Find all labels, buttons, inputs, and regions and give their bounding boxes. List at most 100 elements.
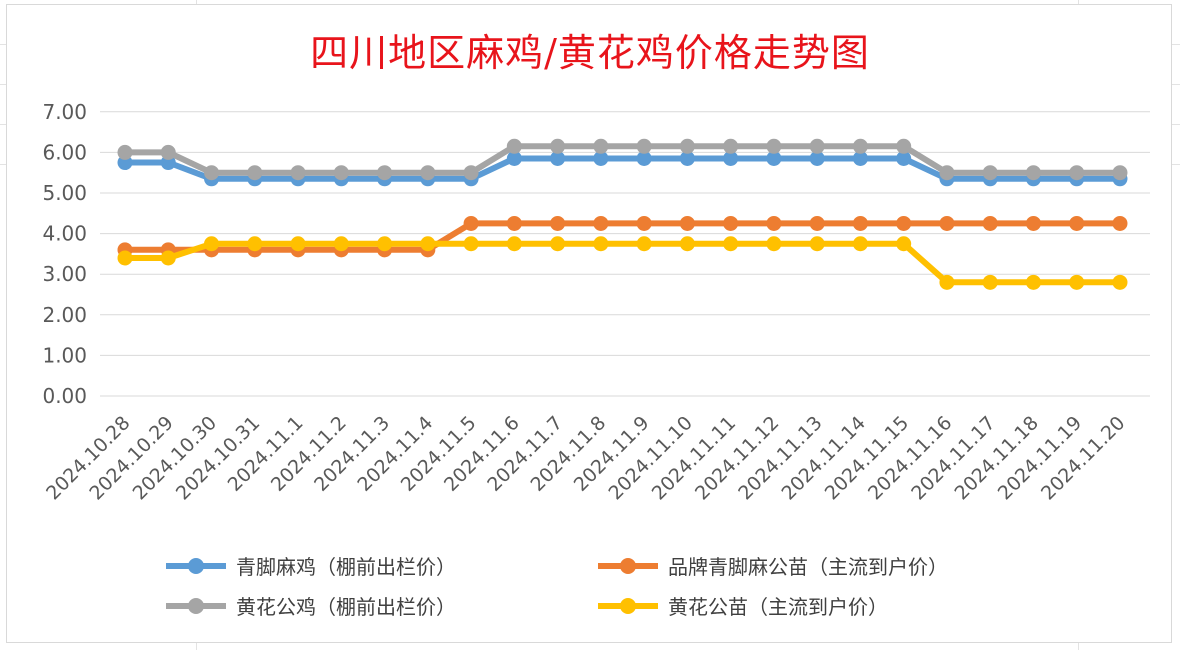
data-point[interactable] [593,236,609,252]
data-point[interactable] [982,165,998,181]
data-point[interactable] [1112,274,1128,290]
data-point[interactable] [852,236,868,252]
y-tick-label: 3.00 [42,262,87,286]
data-point[interactable] [896,138,912,154]
data-point[interactable] [939,215,955,231]
data-point[interactable] [117,144,133,160]
legend-item[interactable]: 黄花公苗（主流到户价） [596,591,888,620]
data-point[interactable] [852,150,868,166]
data-point[interactable] [463,236,479,252]
data-point[interactable] [982,215,998,231]
data-point[interactable] [593,138,609,154]
data-point[interactable] [679,215,695,231]
data-point[interactable] [939,274,955,290]
legend-swatch [598,557,658,574]
data-point[interactable] [247,236,263,252]
data-point[interactable] [160,144,176,160]
data-point[interactable] [420,165,436,181]
legend-swatch [166,597,226,614]
data-point[interactable] [204,165,220,181]
data-point[interactable] [636,236,652,252]
data-point[interactable] [636,138,652,154]
data-point[interactable] [550,236,566,252]
data-point[interactable] [506,215,522,231]
y-tick-label: 7.00 [42,100,87,124]
data-point[interactable] [679,138,695,154]
data-point[interactable] [723,215,739,231]
data-point[interactable] [766,215,782,231]
data-point[interactable] [506,138,522,154]
data-point[interactable] [593,150,609,166]
y-tick-label: 5.00 [42,181,87,205]
data-point[interactable] [1069,274,1085,290]
legend-label: 青脚麻鸡（棚前出栏价） [236,555,456,579]
data-point[interactable] [636,150,652,166]
legend-marker [188,557,204,574]
legend-item[interactable]: 黄花公鸡（棚前出栏价） [164,591,456,620]
data-point[interactable] [550,138,566,154]
data-point[interactable] [679,236,695,252]
data-point[interactable] [852,138,868,154]
legend-item[interactable]: 青脚麻鸡（棚前出栏价） [164,551,456,580]
legend-marker [620,597,636,614]
data-point[interactable] [896,150,912,166]
data-point[interactable] [1069,215,1085,231]
data-point[interactable] [333,236,349,252]
data-point[interactable] [679,150,695,166]
data-point[interactable] [723,236,739,252]
data-point[interactable] [809,138,825,154]
data-point[interactable] [506,150,522,166]
legend-label: 品牌青脚麻公苗（主流到户价） [668,555,948,579]
data-point[interactable] [636,215,652,231]
data-point[interactable] [593,215,609,231]
data-point[interactable] [766,138,782,154]
data-point[interactable] [766,150,782,166]
data-point[interactable] [420,236,436,252]
data-point[interactable] [809,236,825,252]
data-point[interactable] [809,215,825,231]
data-point[interactable] [809,150,825,166]
data-point[interactable] [896,236,912,252]
data-point[interactable] [723,150,739,166]
data-point[interactable] [982,274,998,290]
data-point[interactable] [1025,274,1041,290]
legend-swatch [598,597,658,614]
data-point[interactable] [723,138,739,154]
data-point[interactable] [1025,165,1041,181]
data-point[interactable] [506,236,522,252]
data-point[interactable] [550,215,566,231]
data-point[interactable] [1025,215,1041,231]
chart-title: 四川地区麻鸡/黄花鸡价格走势图 [310,31,870,75]
data-point[interactable] [550,150,566,166]
legend-marker [620,557,636,574]
y-tick-label: 4.00 [42,222,87,246]
data-point[interactable] [1112,215,1128,231]
data-point[interactable] [160,250,176,266]
data-point[interactable] [852,215,868,231]
data-point[interactable] [939,165,955,181]
data-point[interactable] [290,236,306,252]
legend-marker [188,597,204,614]
data-point[interactable] [204,236,220,252]
data-point[interactable] [1112,165,1128,181]
legend-item[interactable]: 品牌青脚麻公苗（主流到户价） [596,551,948,580]
data-point[interactable] [1069,165,1085,181]
data-point[interactable] [463,215,479,231]
data-point[interactable] [377,236,393,252]
data-point[interactable] [463,165,479,181]
data-point[interactable] [896,215,912,231]
y-tick-label: 1.00 [42,343,87,367]
data-point[interactable] [333,165,349,181]
data-point[interactable] [117,250,133,266]
series-line [125,155,1120,182]
y-tick-label: 2.00 [42,303,87,327]
data-point[interactable] [766,236,782,252]
legend-label: 黄花公苗（主流到户价） [668,595,888,619]
chart-area[interactable] [6,4,1172,643]
legend-label: 黄花公鸡（棚前出栏价） [236,595,456,619]
data-point[interactable] [377,165,393,181]
data-point[interactable] [290,165,306,181]
data-point[interactable] [247,165,263,181]
y-tick-label: 0.00 [42,384,87,408]
